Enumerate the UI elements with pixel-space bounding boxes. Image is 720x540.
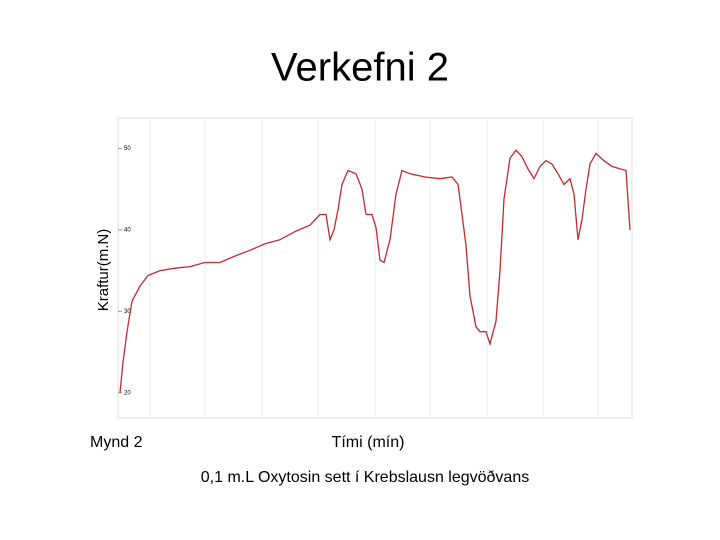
y-tick-label: 30 bbox=[124, 309, 131, 315]
figure-label: Mynd 2 bbox=[90, 434, 143, 451]
y-tick-label: 20 bbox=[124, 390, 131, 396]
data-line bbox=[119, 149, 631, 393]
y-tick-label: 40 bbox=[124, 228, 131, 234]
y-tick-label: 50 bbox=[124, 146, 131, 152]
slide-title: Verkefni 2 bbox=[271, 46, 449, 90]
y-axis-label: Kraftur(m.N) bbox=[95, 229, 112, 312]
x-axis-label: Tími (mín) bbox=[332, 434, 405, 451]
background-grid bbox=[149, 118, 599, 418]
caption: 0,1 m.L Oxytosin sett í Krebslausn legvö… bbox=[201, 469, 529, 486]
